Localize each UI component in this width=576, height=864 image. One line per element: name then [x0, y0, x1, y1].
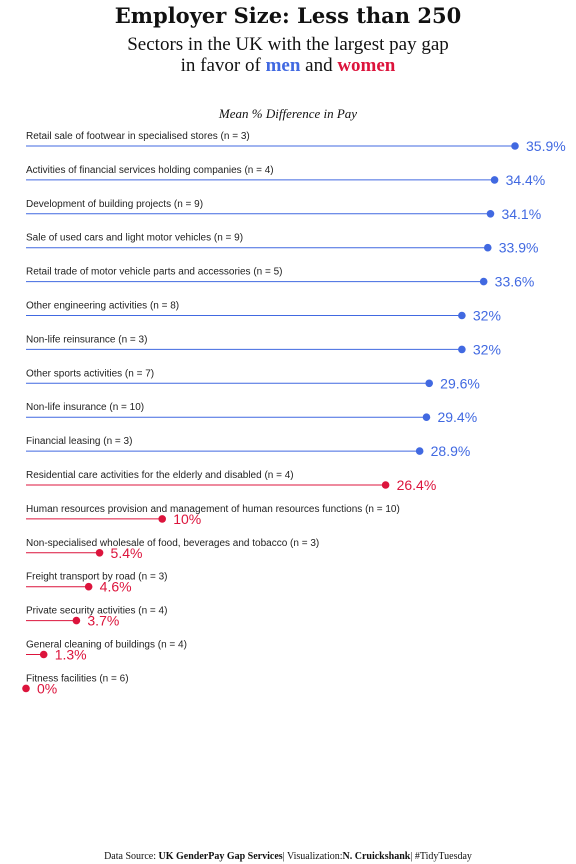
lollipop-dot — [511, 142, 519, 150]
data-label: 26.4% — [397, 477, 437, 493]
chart-subtitle: Sectors in the UK with the largest pay g… — [0, 34, 576, 76]
category-label: Residential care activities for the elde… — [26, 470, 294, 481]
chart-title: Employer Size: Less than 250 — [114, 3, 462, 28]
lollipop-dot — [22, 684, 30, 693]
data-label: 32% — [473, 308, 501, 324]
footer-sep-2: | — [410, 851, 413, 862]
category-label: Non-specialised wholesale of food, bever… — [26, 538, 319, 549]
lollipop-dot — [486, 210, 495, 218]
lollipop-dot — [422, 413, 431, 422]
data-label: 4.6% — [100, 579, 132, 595]
category-label: Other sports activities (n = 7) — [26, 368, 154, 379]
category-label: Private security activities (n = 4) — [26, 606, 167, 617]
footer-viz-label: Visualization: — [287, 851, 343, 862]
footer-caption: Data Source: UK GenderPay Gap Services| … — [0, 851, 576, 862]
footer-sep-1: | — [282, 851, 285, 862]
subtitle-and: and — [305, 55, 333, 76]
lollipop-dot — [84, 582, 93, 591]
lollipop-dot — [95, 549, 104, 557]
data-label: 3.7% — [87, 613, 119, 629]
subtitle-line-2: in favor of men and women — [0, 55, 576, 76]
data-label: 5.4% — [111, 545, 143, 561]
data-label: 29.4% — [437, 409, 477, 425]
lollipop-dot — [458, 311, 466, 320]
data-label: 34.1% — [501, 206, 541, 222]
data-label: 35.9% — [526, 138, 566, 154]
lollipop-dot — [381, 481, 390, 489]
data-label: 0% — [37, 680, 57, 696]
footer-source: UK GenderPay Gap Services — [158, 851, 283, 862]
data-label: 10% — [173, 511, 201, 527]
data-label: 28.9% — [431, 443, 471, 459]
footer-tag: #TidyTuesday — [414, 851, 472, 862]
lollipop-dot — [479, 277, 488, 286]
subtitle-line-1: Sectors in the UK with the largest pay g… — [127, 34, 449, 55]
legend-women-text: women — [337, 55, 396, 76]
footer-author: N. Cruickshank — [342, 851, 411, 862]
category-label: Retail sale of footwear in specialised s… — [26, 131, 250, 142]
lollipop-dot — [415, 447, 424, 455]
category-label: Retail trade of motor vehicle parts and … — [26, 267, 283, 278]
axis-title: Mean % Difference in Pay — [218, 106, 357, 121]
category-label: Financial leasing (n = 3) — [26, 436, 132, 447]
category-label: Development of building projects (n = 9) — [26, 199, 203, 210]
category-label: Other engineering activities (n = 8) — [26, 301, 179, 312]
data-label: 1.3% — [55, 647, 87, 663]
category-label: Sale of used cars and light motor vehicl… — [26, 233, 243, 244]
category-label: Activities of financial services holding… — [26, 165, 274, 176]
legend-men-text: men — [265, 55, 301, 76]
category-label: Fitness facilities (n = 6) — [26, 673, 129, 684]
lollipop-dot — [425, 379, 433, 388]
data-label: 29.6% — [440, 375, 480, 391]
data-label: 32% — [473, 341, 501, 357]
category-label: Human resources provision and management… — [26, 504, 400, 515]
data-label: 33.6% — [495, 274, 535, 290]
lollipop-dot — [39, 650, 48, 659]
category-label: General cleaning of buildings (n = 4) — [26, 640, 187, 651]
subtitle-prefix: in favor of — [180, 55, 261, 76]
data-label: 34.4% — [506, 172, 546, 188]
data-label: 33.9% — [499, 240, 539, 256]
lollipop-dot — [483, 243, 492, 252]
lollipop-dot — [158, 515, 167, 523]
lollipop-dot — [458, 345, 466, 354]
chart-marks: Retail sale of footwear in specialised s… — [22, 131, 566, 696]
category-label: Freight transport by road (n = 3) — [26, 572, 167, 583]
lollipop-dot — [72, 616, 81, 625]
footer-source-label: Data Source: — [104, 851, 157, 862]
category-label: Non-life reinsurance (n = 3) — [26, 334, 147, 345]
category-label: Non-life insurance (n = 10) — [26, 402, 144, 413]
lollipop-dot — [490, 176, 499, 184]
